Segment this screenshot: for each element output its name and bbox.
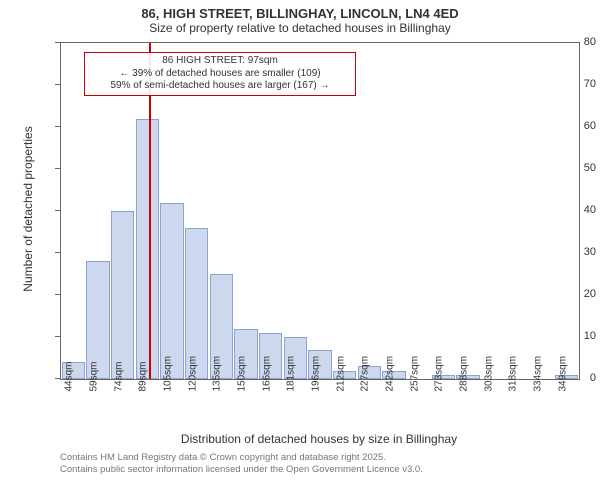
y-tick-label: 40: [542, 204, 596, 216]
footnote-line: Contains public sector information licen…: [60, 464, 578, 476]
footnote-line: Contains HM Land Registry data © Crown c…: [60, 452, 578, 464]
histogram-bar: [111, 211, 135, 379]
y-tick-label: 50: [542, 162, 596, 174]
histogram-bar: [160, 203, 184, 379]
histogram-chart: 86, HIGH STREET, BILLINGHAY, LINCOLN, LN…: [0, 0, 600, 500]
y-tick-label: 80: [542, 36, 596, 48]
histogram-bar: [136, 119, 160, 379]
chart-subtitle: Size of property relative to detached ho…: [0, 21, 600, 35]
y-tick-label: 30: [542, 246, 596, 258]
annotation-box: 86 HIGH STREET: 97sqm← 39% of detached h…: [84, 52, 356, 96]
y-tick-label: 60: [542, 120, 596, 132]
chart-title: 86, HIGH STREET, BILLINGHAY, LINCOLN, LN…: [0, 6, 600, 21]
annotation-line: 59% of semi-detached houses are larger (…: [89, 80, 351, 93]
y-tick-label: 10: [542, 330, 596, 342]
x-axis-title: Distribution of detached houses by size …: [60, 432, 578, 446]
y-axis-label: Number of detached properties: [21, 119, 35, 299]
footnote: Contains HM Land Registry data © Crown c…: [60, 452, 578, 476]
y-tick-label: 20: [542, 288, 596, 300]
chart-title-block: 86, HIGH STREET, BILLINGHAY, LINCOLN, LN…: [0, 6, 600, 35]
annotation-line: ← 39% of detached houses are smaller (10…: [89, 68, 351, 81]
y-tick-label: 0: [542, 372, 596, 384]
y-tick-label: 70: [542, 78, 596, 90]
annotation-line: 86 HIGH STREET: 97sqm: [89, 55, 351, 68]
